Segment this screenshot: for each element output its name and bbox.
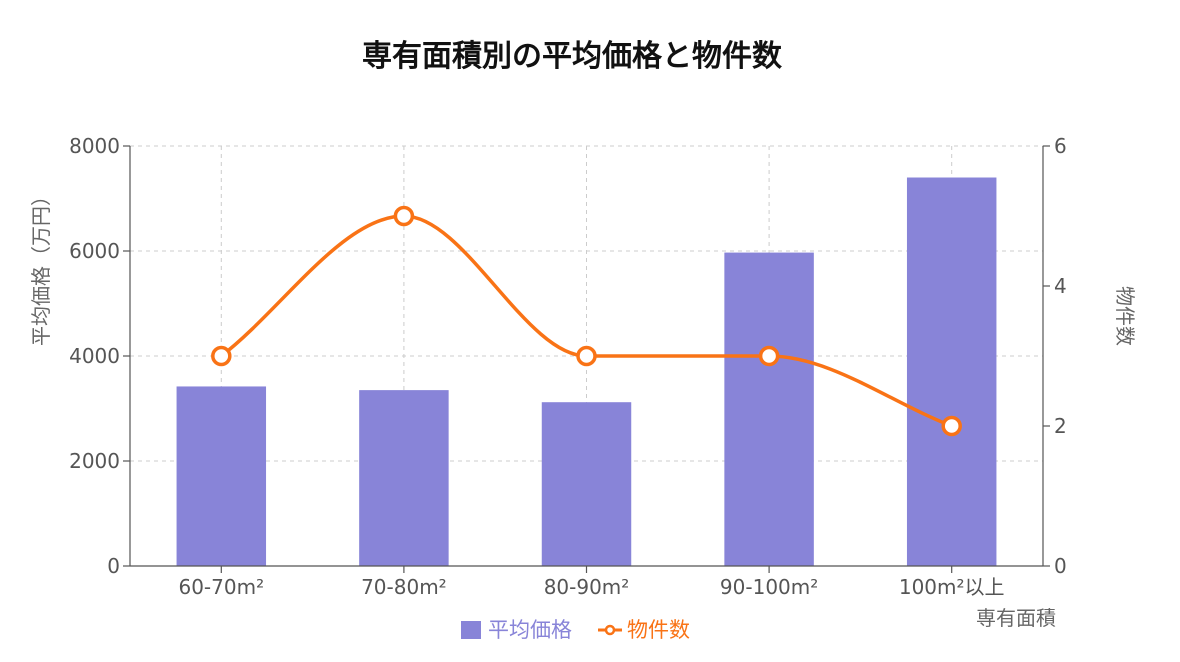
line-point bbox=[941, 415, 962, 437]
line-series bbox=[220, 214, 953, 428]
y2-tick-label: 0 bbox=[1054, 554, 1067, 578]
bar bbox=[359, 390, 449, 566]
line-point bbox=[758, 345, 780, 367]
legend-line-label: 物件数 bbox=[627, 618, 690, 642]
bar bbox=[906, 177, 997, 566]
legend-line-marker bbox=[604, 624, 616, 636]
chart-title: 専有面積別の平均価格と物件数 bbox=[362, 39, 783, 74]
bars bbox=[176, 177, 997, 566]
y-tick-label: 0 bbox=[107, 554, 120, 578]
y2-axis-title: 物件数 bbox=[1113, 286, 1137, 346]
x-tick-label: 60-70m² bbox=[178, 575, 264, 599]
legend-bar-label: 平均価格 bbox=[488, 618, 572, 642]
bar bbox=[176, 386, 267, 566]
bar bbox=[724, 252, 814, 566]
y-axis-title: 平均価格（万円） bbox=[29, 186, 53, 346]
line-point bbox=[393, 205, 415, 227]
legend: 平均価格 物件数 bbox=[461, 618, 690, 642]
tick-labels: 0 2000 4000 6000 8000 0 2 4 6 60-70m² 70-80m² 80-90… bbox=[69, 134, 1067, 599]
y2-tick-label: 2 bbox=[1054, 414, 1067, 438]
line-point bbox=[211, 345, 232, 367]
x-tick-label: 70-80m² bbox=[361, 575, 447, 599]
x-tick-label: 90-100m² bbox=[720, 575, 818, 599]
legend-bar-swatch bbox=[461, 621, 481, 639]
axes bbox=[123, 145, 1050, 573]
x-axis-title: 専有面積 bbox=[976, 606, 1056, 630]
y2-tick-label: 6 bbox=[1054, 134, 1067, 158]
line-point bbox=[576, 345, 597, 367]
y-tick-label: 4000 bbox=[69, 344, 120, 368]
line-path bbox=[220, 214, 953, 428]
line-points bbox=[211, 205, 962, 437]
y-tick-label: 2000 bbox=[69, 449, 120, 473]
x-tick-label: 100m²以上 bbox=[899, 575, 1005, 599]
y-tick-label: 8000 bbox=[69, 134, 120, 158]
x-tick-label: 80-90m² bbox=[544, 575, 630, 599]
bar bbox=[541, 402, 632, 566]
y2-tick-label: 4 bbox=[1054, 274, 1067, 298]
y-tick-label: 6000 bbox=[69, 239, 120, 263]
